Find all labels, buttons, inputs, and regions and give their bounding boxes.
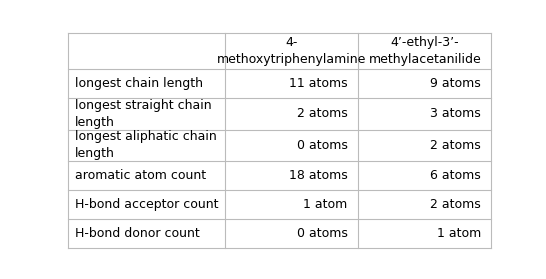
Text: longest straight chain
length: longest straight chain length <box>75 99 211 129</box>
Text: aromatic atom count: aromatic atom count <box>75 169 206 182</box>
Text: 11 atoms: 11 atoms <box>289 77 348 90</box>
Text: H-bond acceptor count: H-bond acceptor count <box>75 198 218 211</box>
Text: 4-
methoxytriphenylamine: 4- methoxytriphenylamine <box>217 36 366 66</box>
Text: longest chain length: longest chain length <box>75 77 203 90</box>
Text: 2 atoms: 2 atoms <box>430 139 481 152</box>
Text: 0 atoms: 0 atoms <box>296 139 348 152</box>
Text: 2 atoms: 2 atoms <box>297 107 348 121</box>
Text: 2 atoms: 2 atoms <box>430 198 481 211</box>
Text: 9 atoms: 9 atoms <box>430 77 481 90</box>
Text: 18 atoms: 18 atoms <box>289 169 348 182</box>
Text: 3 atoms: 3 atoms <box>430 107 481 121</box>
Text: 1 atom: 1 atom <box>437 227 481 240</box>
Text: H-bond donor count: H-bond donor count <box>75 227 199 240</box>
Text: 6 atoms: 6 atoms <box>430 169 481 182</box>
Text: 4’-ethyl-3’-
methylacetanilide: 4’-ethyl-3’- methylacetanilide <box>369 36 481 66</box>
Text: 1 atom: 1 atom <box>303 198 348 211</box>
Text: longest aliphatic chain
length: longest aliphatic chain length <box>75 130 216 160</box>
Text: 0 atoms: 0 atoms <box>296 227 348 240</box>
